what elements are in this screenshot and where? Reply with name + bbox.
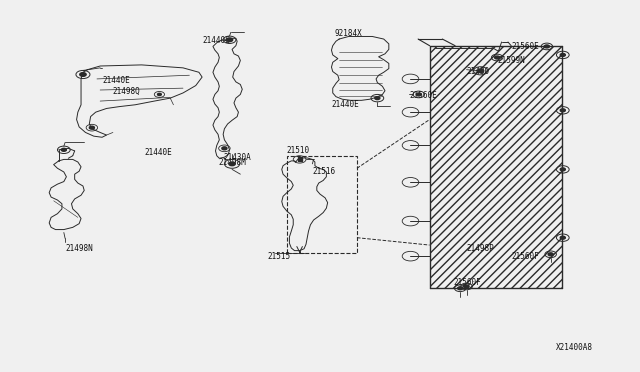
Text: 21440E: 21440E — [102, 76, 130, 85]
Circle shape — [464, 285, 469, 288]
Circle shape — [560, 109, 565, 112]
Text: 21440E: 21440E — [145, 148, 173, 157]
Circle shape — [544, 45, 549, 48]
Circle shape — [495, 56, 500, 59]
Bar — [429, 46, 562, 288]
Text: 21430: 21430 — [467, 67, 490, 76]
Circle shape — [560, 168, 565, 171]
Circle shape — [61, 148, 67, 151]
Text: 21430A: 21430A — [223, 153, 251, 162]
Circle shape — [375, 97, 380, 100]
Circle shape — [90, 126, 95, 129]
Text: 21510: 21510 — [287, 147, 310, 155]
Text: 21516: 21516 — [312, 167, 335, 176]
Text: 21440E: 21440E — [202, 36, 230, 45]
Text: 21498N: 21498N — [65, 244, 93, 253]
Text: 21498Q: 21498Q — [113, 87, 141, 96]
Text: 21498M: 21498M — [218, 157, 246, 167]
Text: X21400A8: X21400A8 — [556, 343, 593, 352]
Circle shape — [560, 54, 565, 57]
Circle shape — [222, 147, 227, 150]
Text: 21560F: 21560F — [454, 278, 481, 287]
Circle shape — [229, 162, 236, 166]
Circle shape — [458, 287, 463, 290]
Circle shape — [560, 236, 565, 239]
Circle shape — [548, 253, 553, 256]
Text: 21560E: 21560E — [511, 42, 539, 51]
Text: 21560E: 21560E — [409, 91, 437, 100]
Text: 92184X: 92184X — [334, 29, 362, 38]
Circle shape — [157, 93, 161, 96]
Text: 21560F: 21560F — [511, 251, 539, 261]
Bar — [287, 157, 357, 253]
Text: 21515: 21515 — [268, 251, 291, 261]
Text: 21599N: 21599N — [497, 56, 525, 65]
Text: 21440E: 21440E — [332, 100, 359, 109]
Circle shape — [80, 73, 86, 76]
Circle shape — [416, 93, 421, 96]
Circle shape — [477, 69, 484, 73]
Text: 21498P: 21498P — [467, 244, 494, 253]
Circle shape — [227, 38, 233, 42]
